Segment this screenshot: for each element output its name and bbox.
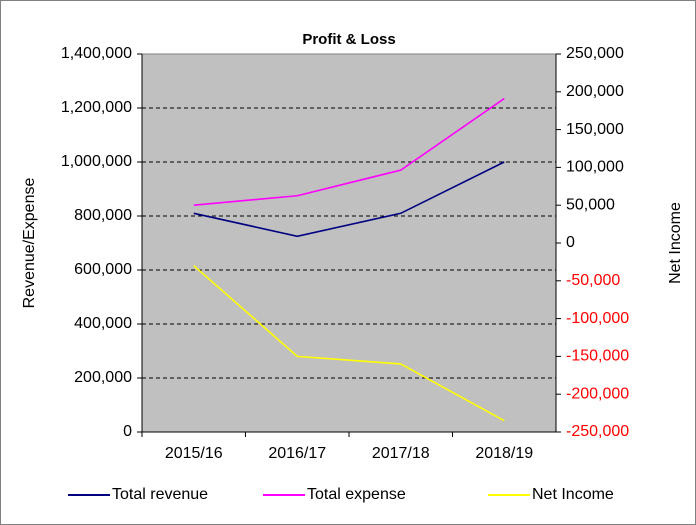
y-tick-label: 1,400,000 [61, 45, 132, 62]
y2-tick-label: 250,000 [566, 45, 624, 62]
y-tick-label: 200,000 [74, 369, 132, 386]
series-line [193, 161, 505, 238]
series-line [193, 97, 505, 206]
y2-tick-label: -150,000 [566, 348, 629, 365]
y2-tick-label: -50,000 [566, 272, 620, 289]
legend-label: Total revenue [112, 486, 208, 503]
legend-label: Total expense [307, 486, 406, 503]
y2-tick-label: -200,000 [566, 385, 629, 402]
x-tick-label: 2015/16 [165, 445, 223, 462]
y2-tick-label: 100,000 [566, 159, 624, 176]
x-tick-label: 2017/18 [372, 445, 430, 462]
plot-area [141, 53, 557, 433]
y2-tick-label: -250,000 [566, 423, 629, 440]
legend-label: Net Income [532, 486, 614, 503]
chart-title: Profit & Loss [302, 31, 395, 48]
x-tick-label: 2018/19 [475, 445, 533, 462]
y2-tick-label: -100,000 [566, 310, 629, 327]
x-tick-label: 2016/17 [268, 445, 326, 462]
series-line [193, 265, 505, 422]
y2-tick-label: 150,000 [566, 121, 624, 138]
y2-tick-label: 200,000 [566, 83, 624, 100]
y-tick-label: 600,000 [74, 261, 132, 278]
y2-tick-label: 0 [566, 234, 575, 251]
y-tick-label: 800,000 [74, 207, 132, 224]
y-tick-label: 1,000,000 [61, 153, 132, 170]
y-tick-label: 400,000 [74, 315, 132, 332]
y-tick-label: 1,200,000 [61, 99, 132, 116]
y2-tick-label: 50,000 [566, 196, 615, 213]
y2-axis-label: Net Income [667, 202, 684, 284]
y-axis-label: Revenue/Expense [21, 178, 38, 309]
y-tick-label: 0 [123, 423, 132, 440]
